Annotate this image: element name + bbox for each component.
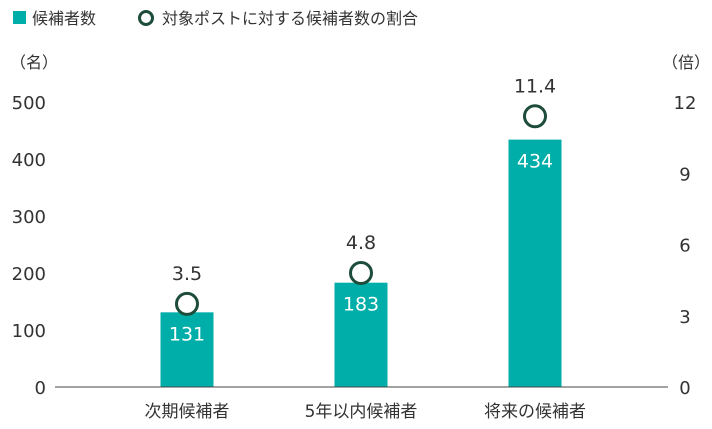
legend: 候補者数 対象ポストに対する候補者数の割合 bbox=[13, 9, 418, 28]
ratio-value-label: 11.4 bbox=[514, 75, 556, 97]
legend-marker-swatch bbox=[138, 10, 154, 26]
legend-bar-label: 候補者数 bbox=[32, 9, 96, 28]
left-axis-ticks: 0 100 200 300 400 500 bbox=[12, 93, 46, 399]
right-axis-unit: （倍） bbox=[662, 53, 710, 72]
right-tick-label: 3 bbox=[679, 307, 690, 328]
bars: 131 183 434 bbox=[160, 139, 562, 387]
ratio-value-label: 3.5 bbox=[172, 263, 202, 285]
ratio-marker bbox=[349, 261, 373, 285]
left-tick-label: 400 bbox=[12, 150, 46, 171]
ratio-marker bbox=[175, 291, 199, 316]
left-axis-unit: （名） bbox=[10, 53, 58, 72]
bar bbox=[508, 139, 562, 387]
ratio-value-label: 4.8 bbox=[346, 232, 376, 254]
ratio-marker bbox=[523, 104, 547, 129]
category-labels: 次期候補者 5年以内候補者 将来の候補者 bbox=[145, 402, 587, 422]
legend-bar-swatch bbox=[13, 11, 26, 24]
left-tick-label: 500 bbox=[12, 93, 46, 114]
left-tick-label: 100 bbox=[12, 321, 46, 342]
category-label: 将来の候補者 bbox=[484, 402, 586, 422]
bar bbox=[334, 282, 388, 387]
markers: 3.5 4.8 11.4 bbox=[172, 75, 556, 316]
left-tick-label: 0 bbox=[35, 378, 46, 399]
bar bbox=[160, 312, 214, 387]
category-label: 5年以内候補者 bbox=[305, 402, 418, 422]
bar-value-label: 131 bbox=[169, 323, 205, 345]
category-label: 次期候補者 bbox=[145, 402, 230, 422]
right-tick-label: 12 bbox=[674, 93, 697, 114]
right-tick-label: 9 bbox=[679, 164, 690, 185]
right-tick-label: 6 bbox=[679, 236, 690, 257]
bar-value-label: 434 bbox=[517, 151, 553, 173]
left-tick-label: 300 bbox=[12, 207, 46, 228]
bar-value-label: 183 bbox=[343, 294, 379, 316]
right-tick-label: 0 bbox=[679, 378, 690, 399]
right-axis-ticks: 0 3 6 9 12 bbox=[674, 93, 697, 399]
left-tick-label: 200 bbox=[12, 264, 46, 285]
legend-marker-label: 対象ポストに対する候補者数の割合 bbox=[162, 9, 418, 28]
